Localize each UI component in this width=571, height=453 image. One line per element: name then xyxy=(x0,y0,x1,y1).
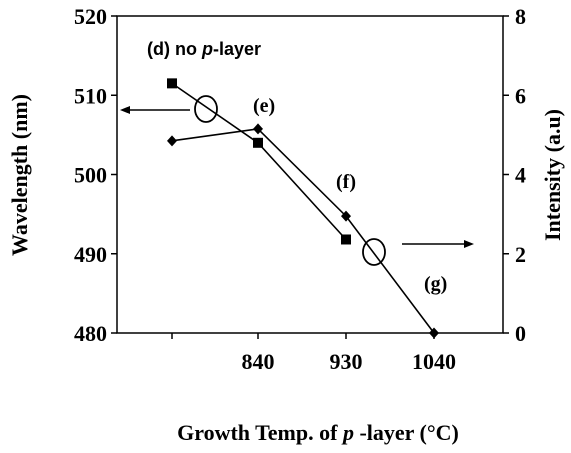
data-point-diamond xyxy=(253,123,263,135)
annotation-f: (f) xyxy=(336,171,356,193)
series-line-right xyxy=(171,128,435,334)
annotation-e: (e) xyxy=(253,95,275,117)
right-axis-series-circle xyxy=(362,238,386,266)
y-left-tick-label: 490 xyxy=(74,242,107,267)
data-point-square xyxy=(253,137,263,148)
y-right-tick-label: 4 xyxy=(515,163,526,188)
x-tick-label: 840 xyxy=(242,349,275,374)
y-right-tick-label: 8 xyxy=(515,4,526,29)
data-point-square xyxy=(167,78,177,89)
y-left-tick-label: 500 xyxy=(74,163,107,188)
data-point-diamond xyxy=(167,135,177,147)
data-point-diamond xyxy=(341,210,351,222)
left-axis-arrow xyxy=(120,106,190,114)
left-axis-series-circle xyxy=(194,95,218,123)
data-point-square xyxy=(341,234,351,245)
y-axis-right-title: Intensity (a.u) xyxy=(540,109,565,241)
y-right-tick-label: 0 xyxy=(515,321,526,346)
y-left-tick-label: 510 xyxy=(74,83,107,108)
annotation-d: (d) no p-layer xyxy=(147,39,261,59)
y-axis-left-title: Wavelength (nm) xyxy=(7,94,32,256)
x-tick-label: 1040 xyxy=(412,349,456,374)
annotation-g: (g) xyxy=(424,273,447,295)
x-axis-title: Growth Temp. of p -layer (°C) xyxy=(177,420,459,445)
y-left-tick-label: 480 xyxy=(74,321,107,346)
x-tick-label: 930 xyxy=(330,349,363,374)
y-right-tick-label: 2 xyxy=(515,242,526,267)
y-right-tick-label: 6 xyxy=(515,83,526,108)
right-axis-arrow xyxy=(402,240,474,248)
data-point-diamond xyxy=(429,327,439,339)
y-left-tick-label: 520 xyxy=(74,4,107,29)
